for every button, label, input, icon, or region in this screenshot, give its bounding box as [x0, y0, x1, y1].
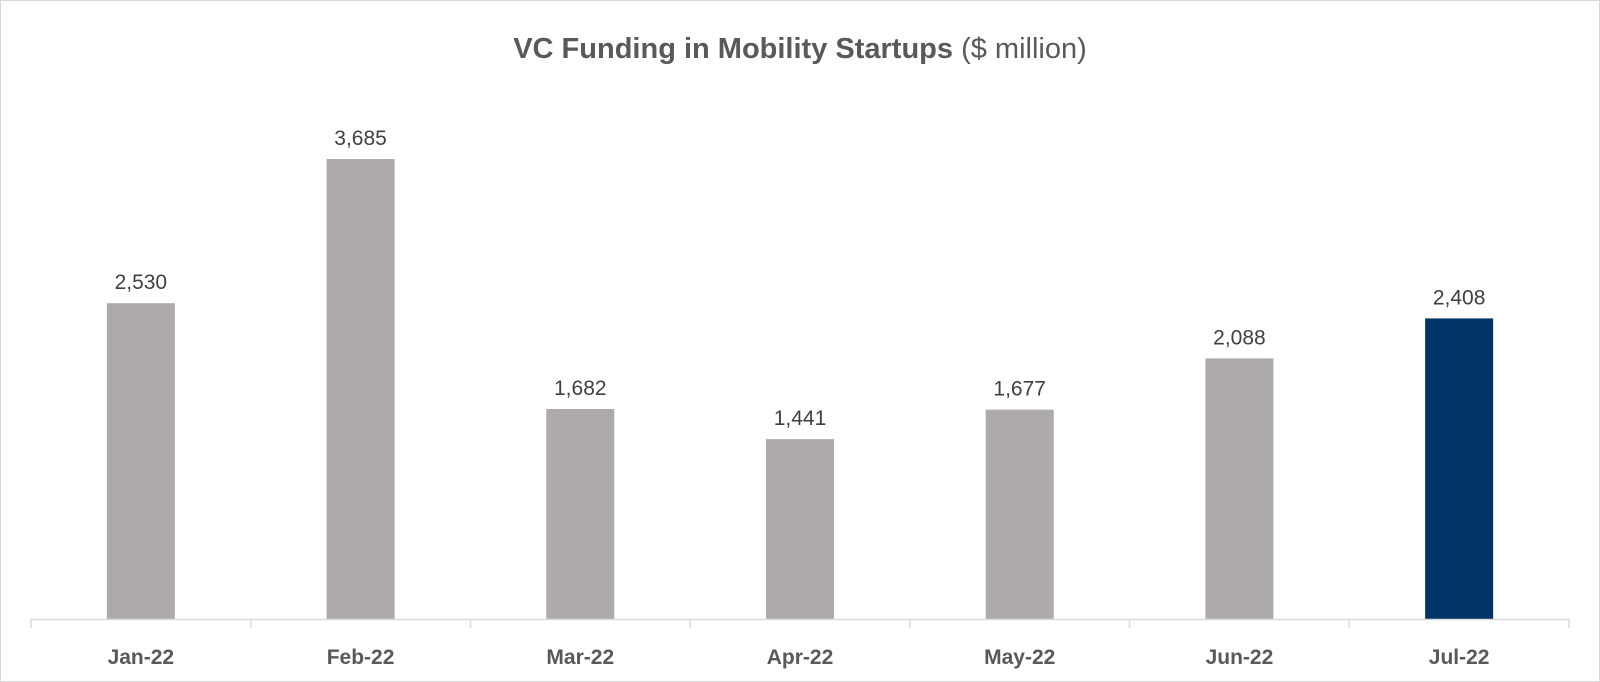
x-tick-label: Feb-22 [327, 646, 395, 669]
bar-feb-22 [326, 159, 395, 619]
bar-jul-22 [1425, 318, 1494, 619]
data-label: 3,685 [334, 127, 387, 150]
x-tick-label: Jan-22 [108, 646, 175, 669]
data-label: 1,677 [993, 378, 1046, 401]
data-label: 2,088 [1213, 326, 1266, 349]
x-tick-label: May-22 [984, 646, 1055, 669]
x-tick-label: Mar-22 [546, 646, 614, 669]
bar-apr-22 [766, 439, 834, 619]
bar-jun-22 [1205, 358, 1274, 619]
x-tick-label: Jul-22 [1429, 646, 1490, 669]
chart-title-main: VC Funding in Mobility Startups [513, 33, 953, 65]
data-label: 2,408 [1433, 286, 1486, 309]
bar-may-22 [985, 409, 1054, 619]
data-label: 2,530 [115, 271, 168, 294]
x-tick-label: Jun-22 [1206, 646, 1274, 669]
data-label: 1,682 [554, 377, 607, 400]
chart-title-unit: ($ million) [961, 33, 1087, 65]
chart-title: VC Funding in Mobility Startups ($ milli… [513, 33, 1087, 65]
data-label: 1,441 [774, 407, 827, 430]
x-tick-label: Apr-22 [767, 646, 834, 669]
bar-jan-22 [106, 303, 175, 619]
bar-mar-22 [546, 409, 615, 619]
